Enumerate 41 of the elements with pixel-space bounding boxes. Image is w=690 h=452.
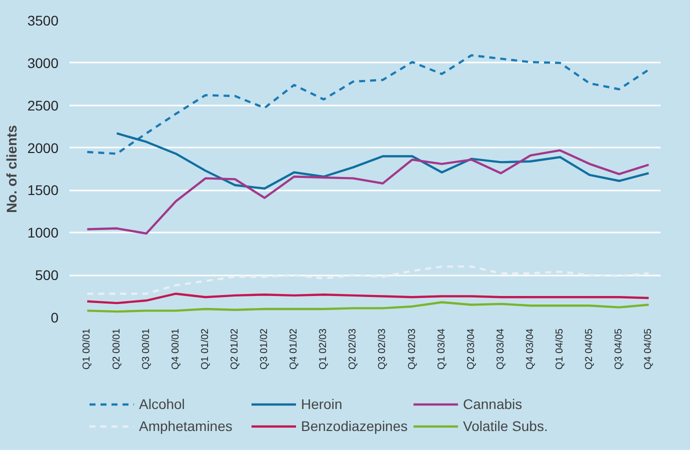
x-tick-label: Q3 01/02 bbox=[259, 328, 270, 370]
legend-label: Cannabis bbox=[463, 396, 524, 412]
x-tick-label: Q2 03/04 bbox=[466, 328, 477, 370]
x-tick-label: Q1 03/04 bbox=[436, 328, 448, 370]
line-series bbox=[86, 292, 650, 304]
y-tick-label: 1500 bbox=[27, 182, 59, 198]
x-tick-label: Q2 01/02 bbox=[229, 328, 240, 370]
legend-label: Alcohol bbox=[139, 396, 186, 412]
x-tick-label: Q3 02/03 bbox=[377, 328, 388, 370]
x-tick-label: Q3 03/04 bbox=[495, 328, 506, 370]
x-tick-label: Q4 03/04 bbox=[524, 328, 536, 370]
x-tick-label: Q1 01/02 bbox=[200, 328, 211, 370]
x-tick-label: Q1 00/01 bbox=[82, 328, 93, 370]
legend-label: Heroin bbox=[301, 396, 344, 412]
line-series bbox=[116, 132, 650, 190]
y-tick-label: 500 bbox=[35, 267, 59, 284]
x-tick-label: Q4 04/05 bbox=[643, 328, 654, 370]
legend-label: Volatile Subs. bbox=[463, 418, 549, 434]
legend-label: Amphetamines bbox=[139, 418, 234, 434]
y-tick-label: 3000 bbox=[27, 54, 59, 71]
line-series bbox=[86, 54, 650, 155]
x-tick-label: Q4 01/02 bbox=[288, 328, 300, 370]
x-tick-label: Q1 04/05 bbox=[554, 328, 566, 370]
x-tick-label: Q1 02/03 bbox=[318, 328, 330, 370]
line-series bbox=[86, 301, 650, 313]
y-tick-label: 2500 bbox=[27, 97, 59, 114]
y-tick-label: 2000 bbox=[27, 140, 59, 156]
y-axis-title: No. of clients bbox=[3, 124, 20, 213]
y-tick-label: 1000 bbox=[27, 224, 59, 241]
x-tick-label: Q2 02/03 bbox=[348, 328, 359, 370]
line-series bbox=[86, 265, 650, 295]
x-tick-label: Q2 04/05 bbox=[584, 328, 596, 370]
x-tick-label: Q3 04/05 bbox=[614, 328, 625, 370]
x-tick-label: Q3 00/01 bbox=[140, 328, 152, 370]
legend-label: Benzodiazepines bbox=[301, 418, 409, 434]
x-tick-label: Q4 02/03 bbox=[406, 328, 418, 370]
x-tick-label: Q2 00/01 bbox=[111, 328, 122, 370]
line-series bbox=[86, 149, 650, 235]
y-tick-label: 0 bbox=[50, 310, 59, 326]
y-tick-label: 3500 bbox=[27, 12, 59, 28]
x-tick-label: Q4 00/01 bbox=[170, 328, 182, 370]
